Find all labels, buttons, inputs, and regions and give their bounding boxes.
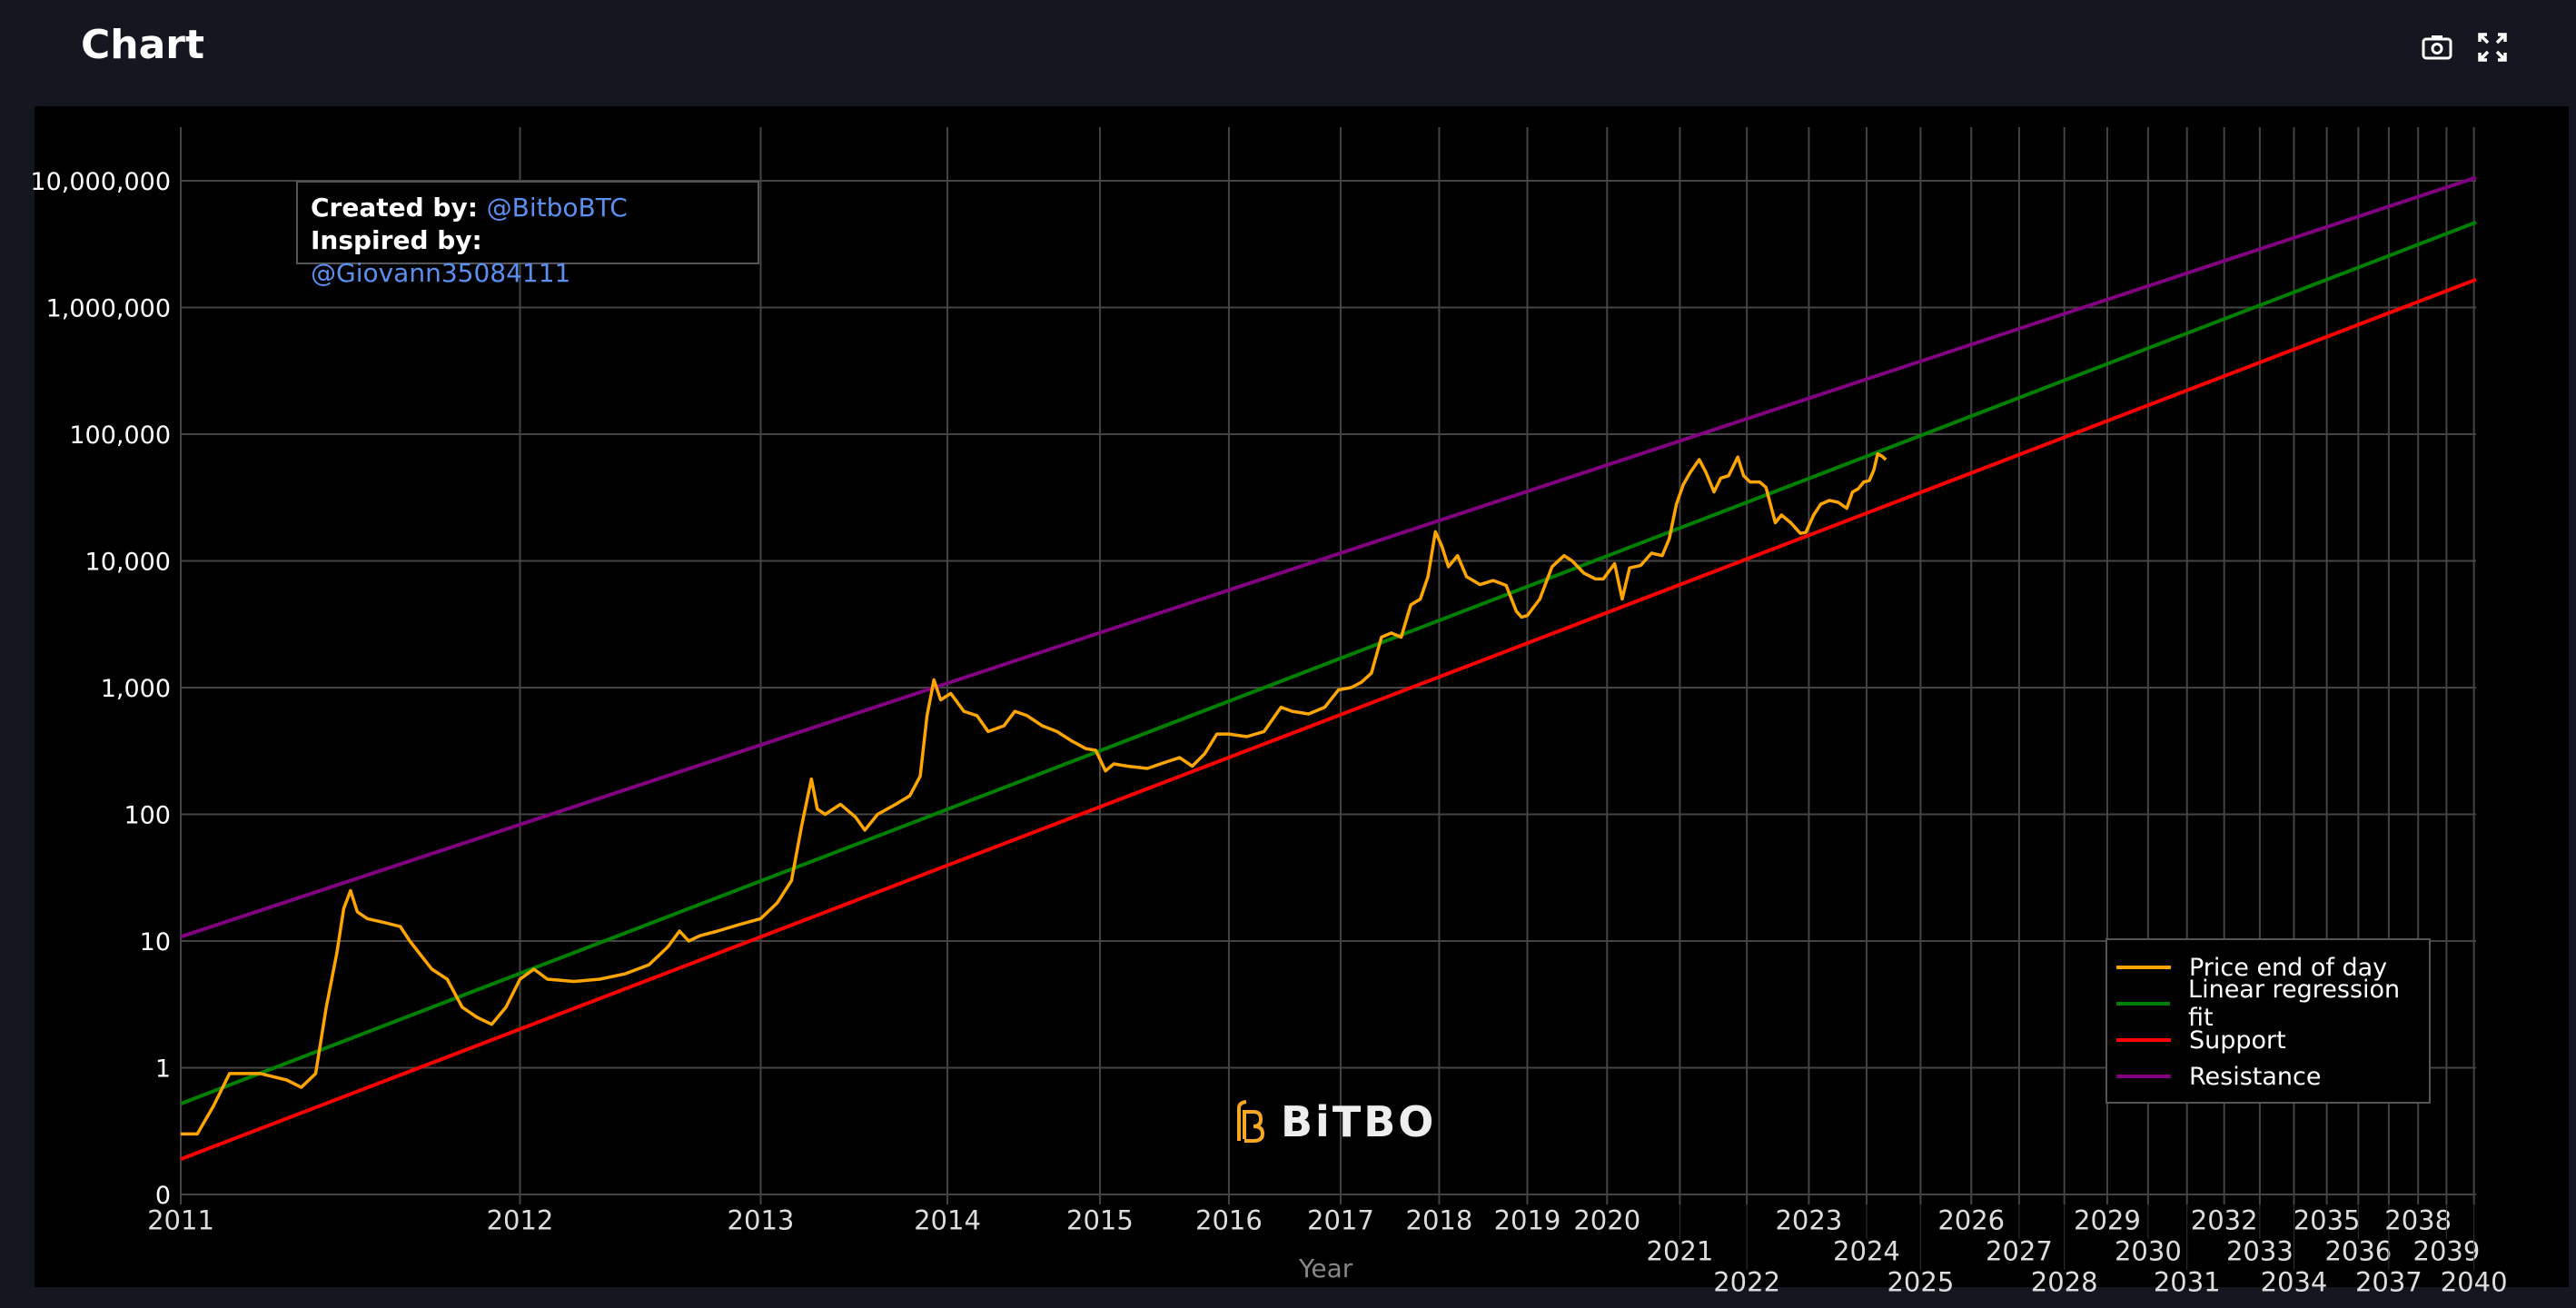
y-tick-label: 100 bbox=[124, 802, 171, 830]
x-tick-label: 2037 bbox=[2355, 1267, 2422, 1298]
camera-icon[interactable] bbox=[2421, 31, 2453, 64]
legend-label: Resistance bbox=[2189, 1062, 2322, 1091]
x-tick-label: 2033 bbox=[2226, 1236, 2294, 1267]
x-tick-label: 2023 bbox=[1775, 1205, 1842, 1236]
chart-header: Chart bbox=[0, 0, 2576, 106]
x-tick-label: 2025 bbox=[1887, 1267, 1954, 1298]
y-tick-label: 10 bbox=[140, 928, 171, 956]
x-tick-label: 2016 bbox=[1195, 1205, 1263, 1236]
x-tick-label: 2022 bbox=[1713, 1267, 1780, 1298]
created-by-link[interactable]: @BitboBTC bbox=[486, 193, 628, 223]
x-tick-label: 2020 bbox=[1573, 1205, 1640, 1236]
y-tick-label: 1 bbox=[155, 1055, 171, 1084]
price-line bbox=[181, 451, 1887, 1136]
created-by-label: Created by: bbox=[311, 193, 478, 223]
legend-swatch bbox=[2116, 966, 2171, 969]
x-tick-label: 2013 bbox=[728, 1205, 795, 1236]
x-tick-label: 2015 bbox=[1066, 1205, 1134, 1236]
x-tick-label: 2024 bbox=[1833, 1236, 1900, 1267]
legend-item-resistance[interactable]: Resistance bbox=[2116, 1058, 2429, 1095]
x-tick-label: 2036 bbox=[2324, 1236, 2392, 1267]
x-tick-label: 2014 bbox=[914, 1205, 981, 1236]
bitbo-logo-icon bbox=[1237, 1100, 1265, 1143]
y-tick-label: 1,000,000 bbox=[46, 295, 171, 323]
y-tick-label: 100,000 bbox=[69, 421, 171, 450]
x-tick-label: 2012 bbox=[487, 1205, 554, 1236]
chart-legend: Price end of day Linear regression fit S… bbox=[2105, 938, 2431, 1104]
x-tick-label: 2032 bbox=[2191, 1205, 2258, 1236]
legend-label: Support bbox=[2189, 1026, 2286, 1055]
x-tick-label: 2030 bbox=[2115, 1236, 2182, 1267]
x-tick-label: 2035 bbox=[2294, 1205, 2361, 1236]
legend-item-regression[interactable]: Linear regression fit bbox=[2116, 976, 2429, 1032]
y-tick-label: 0 bbox=[155, 1182, 171, 1210]
x-tick-label: 2034 bbox=[2261, 1267, 2328, 1298]
x-tick-label: 2031 bbox=[2154, 1267, 2221, 1298]
credits-annotation: Created by: @BitboBTC Inspired by: @Giov… bbox=[296, 181, 759, 288]
x-tick-label: 2028 bbox=[2031, 1267, 2098, 1298]
page-title: Chart bbox=[81, 22, 205, 68]
y-tick-label: 10,000,000 bbox=[30, 168, 171, 196]
y-tick-label: 10,000 bbox=[85, 549, 171, 577]
legend-swatch bbox=[2116, 1002, 2171, 1006]
x-axis-title: Year bbox=[1299, 1254, 1353, 1283]
legend-item-price[interactable]: Price end of day bbox=[2116, 949, 2429, 986]
legend-label: Linear regression fit bbox=[2188, 976, 2401, 1032]
x-tick-label: 2011 bbox=[147, 1205, 214, 1236]
bitbo-logo: BiTBO bbox=[1234, 1097, 1436, 1146]
support-line bbox=[180, 277, 2477, 1161]
x-tick-label: 2027 bbox=[1986, 1236, 2053, 1267]
x-tick-label: 2026 bbox=[1937, 1205, 2005, 1236]
x-tick-label: 2019 bbox=[1494, 1205, 1561, 1236]
y-tick-label: 1,000 bbox=[101, 675, 171, 703]
expand-icon[interactable] bbox=[2476, 31, 2509, 64]
x-tick-label: 2029 bbox=[2074, 1205, 2141, 1236]
legend-swatch bbox=[2116, 1038, 2171, 1042]
resistance-line bbox=[180, 175, 2477, 939]
bitbo-logo-text: BiTBO bbox=[1281, 1097, 1437, 1146]
x-tick-label: 2018 bbox=[1406, 1205, 1473, 1236]
x-tick-label: 2021 bbox=[1647, 1236, 1714, 1267]
x-tick-label: 2039 bbox=[2413, 1236, 2481, 1267]
legend-swatch bbox=[2116, 1075, 2171, 1078]
inspired-by-label: Inspired by: bbox=[311, 225, 482, 255]
x-tick-label: 2040 bbox=[2441, 1267, 2508, 1298]
x-tick-label: 2038 bbox=[2384, 1205, 2452, 1236]
x-tick-label: 2017 bbox=[1307, 1205, 1374, 1236]
legend-item-support[interactable]: Support bbox=[2116, 1022, 2429, 1058]
legend-label: Price end of day bbox=[2189, 953, 2388, 982]
regression-line bbox=[180, 220, 2477, 1105]
inspired-by-link[interactable]: @Giovann35084111 bbox=[311, 258, 571, 288]
